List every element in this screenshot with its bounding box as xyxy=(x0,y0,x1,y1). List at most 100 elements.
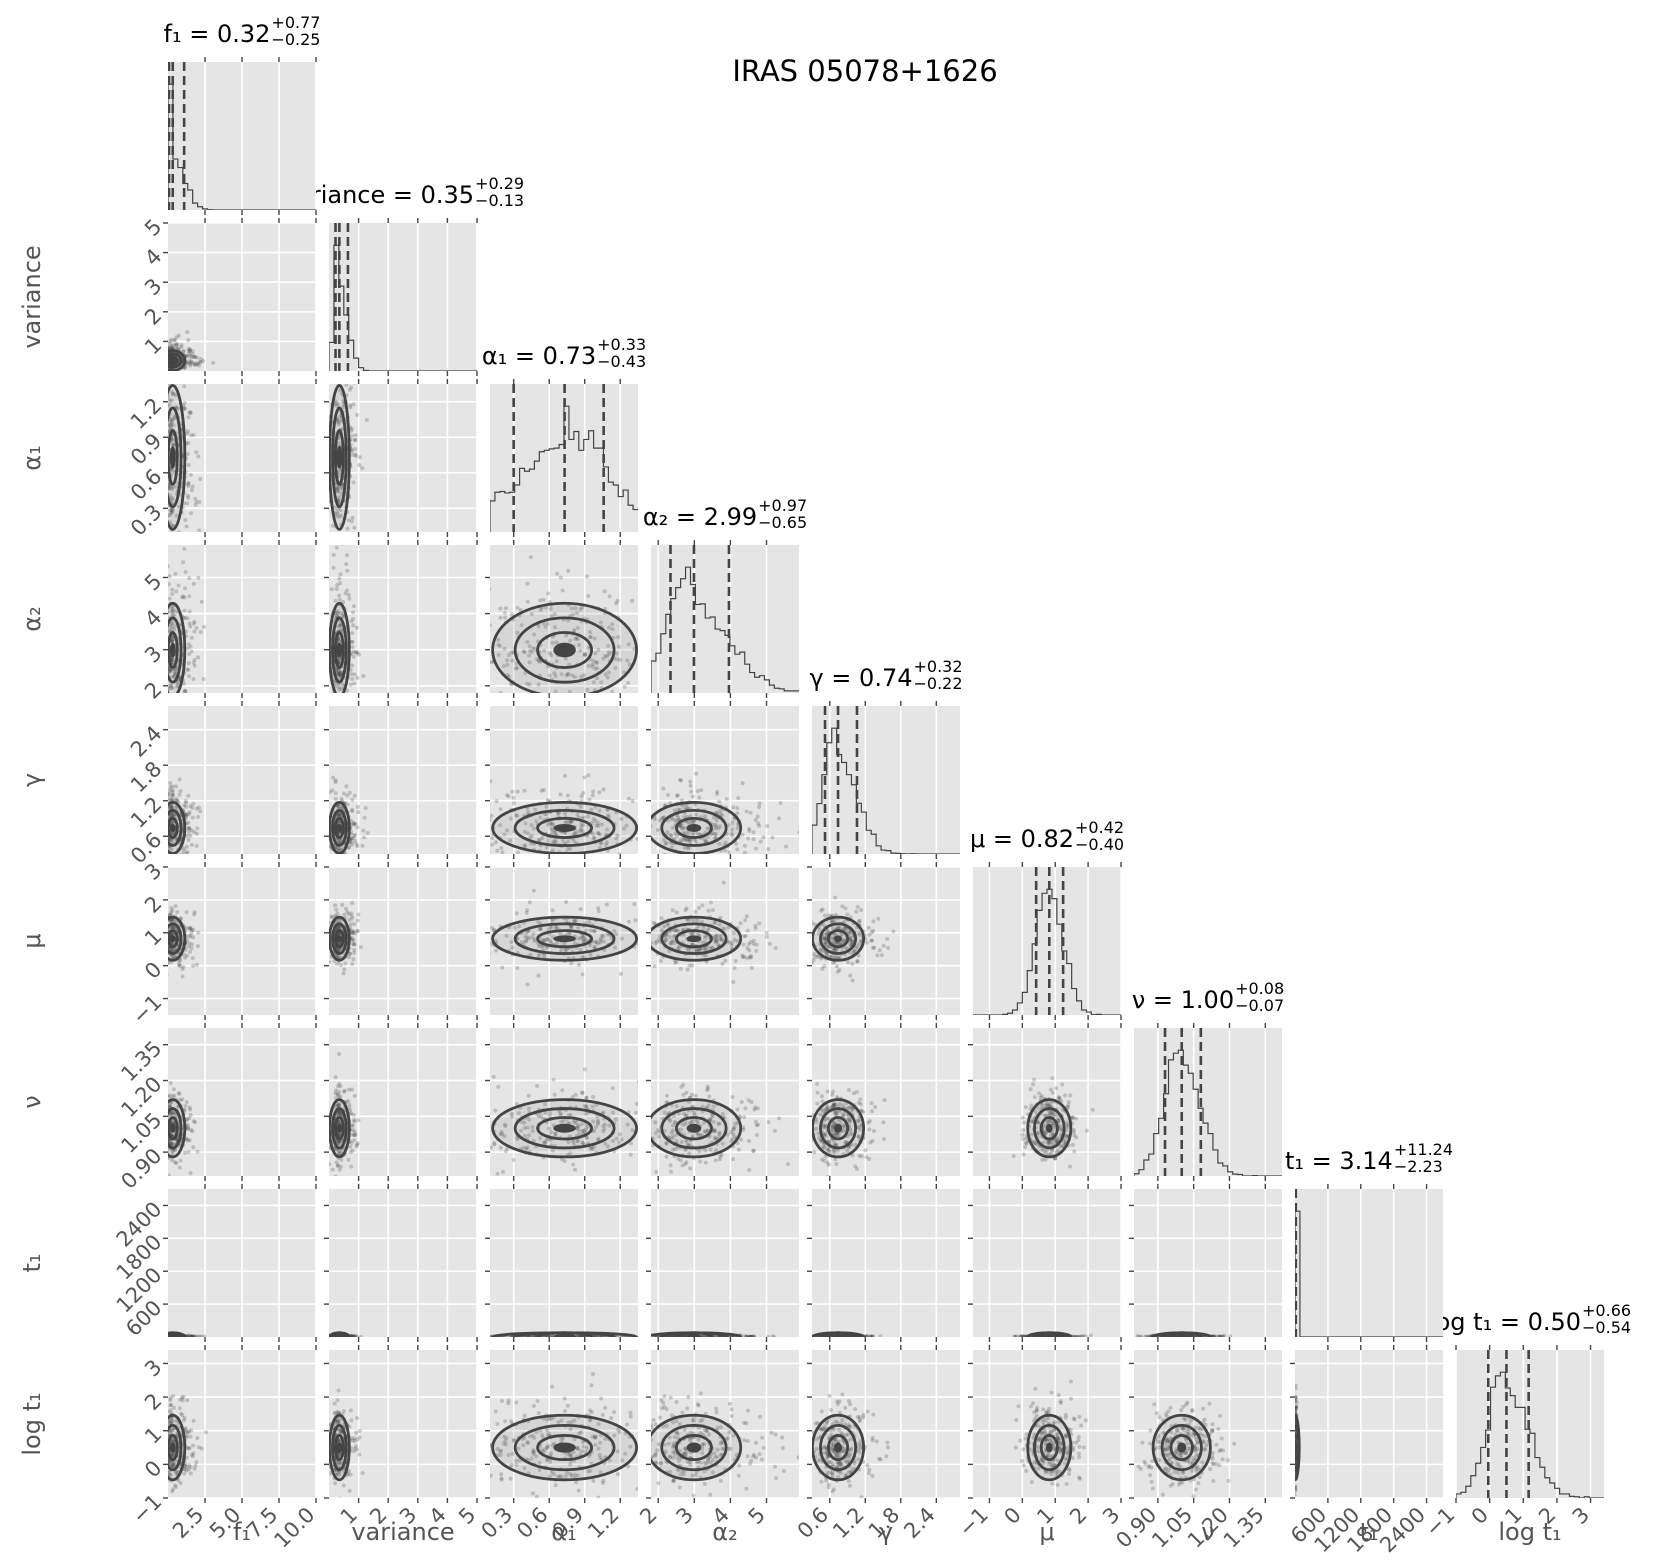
scatter-point xyxy=(596,647,601,652)
scatter-point xyxy=(188,363,193,368)
scatter-point xyxy=(188,926,193,931)
scatter-panel-1-2 xyxy=(324,379,478,537)
scatter-point xyxy=(510,658,515,663)
scatter-point xyxy=(337,812,342,817)
scatter-point xyxy=(509,650,514,655)
scatter-point xyxy=(490,660,492,665)
scatter-point xyxy=(162,950,166,954)
scatter-point xyxy=(590,664,595,669)
scatter-point xyxy=(496,642,501,647)
scatter-point xyxy=(337,379,341,383)
density-peak xyxy=(686,935,702,943)
scatter-point xyxy=(342,791,347,796)
scatter-point xyxy=(749,965,754,970)
scatter-point xyxy=(170,657,175,662)
contour-level xyxy=(168,808,183,847)
histogram-line xyxy=(812,727,960,854)
scatter-point xyxy=(168,625,173,630)
scatter-point xyxy=(170,501,175,506)
scatter-point xyxy=(186,495,191,500)
scatter-point xyxy=(162,468,166,472)
scatter-point xyxy=(347,1103,352,1108)
scatter-point xyxy=(659,916,664,921)
scatter-point xyxy=(566,568,571,573)
scatter-point xyxy=(168,341,172,346)
scatter-point xyxy=(194,962,199,967)
scatter-point xyxy=(661,786,666,791)
density-peak xyxy=(553,642,576,658)
scatter-point xyxy=(189,828,194,833)
scatter-point xyxy=(185,493,190,498)
scatter-point xyxy=(170,610,175,615)
scatter-point xyxy=(521,649,526,654)
scatter-point xyxy=(197,805,202,810)
scatter-point xyxy=(555,571,560,576)
scatter-panel-2-5 xyxy=(477,862,638,1020)
scatter-point xyxy=(840,904,845,909)
scatter-point xyxy=(335,669,340,674)
scatter-point xyxy=(168,791,170,796)
title-errors: +0.32 −0.22 xyxy=(913,658,962,692)
scatter-panel-1-4 xyxy=(324,701,478,865)
scatter-point xyxy=(162,360,166,364)
scatter-point xyxy=(683,908,688,913)
scatter-point xyxy=(477,955,481,959)
scatter-point xyxy=(622,670,627,675)
title-text: μ = xyxy=(969,825,1021,853)
scatter-point xyxy=(172,947,177,952)
diagonal-title: f₁ = 0.32 +0.77 −0.25 xyxy=(164,14,321,52)
scatter-point xyxy=(598,832,603,837)
scatter-point xyxy=(596,823,601,828)
scatter-point xyxy=(198,359,203,364)
scatter-point xyxy=(168,669,172,674)
scatter-point xyxy=(168,345,170,350)
scatter-point xyxy=(179,342,184,347)
scatter-point xyxy=(184,354,189,359)
diagonal-title: μ = 0.82 +0.42 −0.40 xyxy=(969,819,1124,857)
scatter-point xyxy=(533,807,538,812)
scatter-point xyxy=(697,795,702,800)
scatter-point xyxy=(490,587,492,591)
scatter-point xyxy=(505,658,510,663)
scatter-point xyxy=(337,657,342,662)
scatter-point xyxy=(171,792,176,797)
scatter-point xyxy=(168,794,170,799)
density-peak xyxy=(686,823,702,832)
scatter-point xyxy=(673,960,678,965)
scatter-point xyxy=(532,647,537,652)
scatter-point xyxy=(606,670,611,675)
scatter-point xyxy=(163,818,167,822)
scatter-point xyxy=(168,486,171,491)
scatter-point xyxy=(170,789,175,794)
scatter-point xyxy=(346,592,351,597)
scatter-point xyxy=(169,510,174,515)
scatter-point xyxy=(637,941,638,944)
scatter-point xyxy=(713,832,718,837)
scatter-point xyxy=(646,817,650,821)
scatter-point xyxy=(334,861,338,865)
scatter-point xyxy=(198,809,203,814)
scatter-point xyxy=(173,667,178,672)
scatter-point xyxy=(162,638,166,642)
scatter-point xyxy=(601,787,606,792)
scatter-point xyxy=(168,927,170,932)
scatter-point xyxy=(886,945,891,950)
scatter-point xyxy=(349,519,354,524)
scatter-point xyxy=(638,936,642,940)
scatter-point xyxy=(184,524,189,529)
scatter-point xyxy=(162,633,166,637)
scatter-point xyxy=(691,832,696,837)
scatter-point xyxy=(173,671,178,676)
scatter-point xyxy=(331,553,336,558)
scatter-point xyxy=(525,935,530,940)
scatter-point xyxy=(744,914,749,919)
scatter-point xyxy=(729,831,734,836)
scatter-point xyxy=(178,1158,183,1163)
scatter-point xyxy=(348,951,353,956)
scatter-point xyxy=(577,829,582,834)
scatter-point xyxy=(169,847,174,852)
scatter-point xyxy=(335,613,340,618)
scatter-point xyxy=(179,852,184,854)
scatter-point xyxy=(345,526,350,531)
scatter-point xyxy=(344,384,349,387)
